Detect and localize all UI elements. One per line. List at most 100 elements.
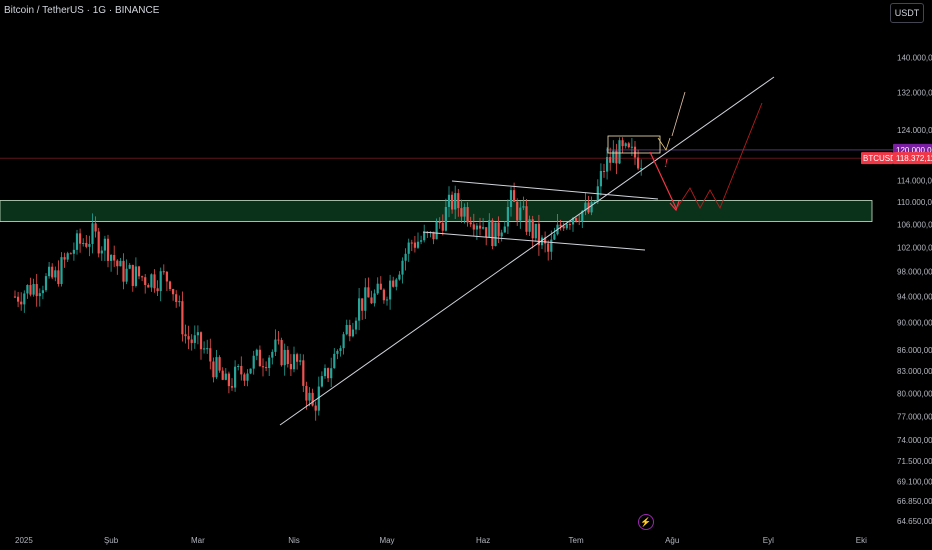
candle-body [475, 225, 478, 230]
candle-body [376, 283, 379, 294]
candle-body [339, 348, 342, 351]
candle-body [227, 373, 230, 387]
candle-body [116, 260, 119, 267]
candle-body [506, 207, 509, 227]
bullish-projection [671, 91, 686, 137]
candle-body [100, 250, 103, 254]
candle-body [230, 386, 234, 388]
candle-body [389, 280, 392, 300]
candle-body [562, 226, 565, 229]
candle-body [305, 385, 308, 401]
candle-body [323, 368, 327, 377]
y-tick-label: 140.000,00 [897, 53, 932, 62]
candle-body [196, 332, 199, 336]
candle-body [451, 194, 454, 210]
candle-body [94, 223, 97, 232]
candle-body [178, 301, 181, 303]
candle-body [302, 360, 305, 386]
bearish-arrow-line [649, 151, 677, 209]
candle-body [165, 271, 168, 282]
support-zone [0, 200, 873, 222]
candle-body [274, 339, 277, 352]
candle-body [141, 276, 144, 278]
candle-body [20, 301, 23, 305]
y-tick-label: 132.000,00 [897, 89, 932, 98]
candle-body [308, 392, 311, 401]
candle-body [509, 190, 513, 208]
candle-body [612, 150, 615, 163]
bearish-arrow-head [669, 200, 680, 212]
symbol-label: BTCUSDT [863, 154, 901, 163]
candle-body [624, 143, 627, 147]
candle-body [528, 219, 531, 232]
candle-body [395, 279, 398, 287]
candle-body [640, 168, 643, 170]
candle-body [494, 222, 497, 247]
y-tick-label: 64.650,00 [897, 517, 932, 526]
candle-body [243, 374, 246, 381]
candle-body [627, 143, 630, 148]
candle-body [271, 351, 274, 358]
y-tick-label: 77.000,00 [897, 412, 932, 421]
candle-body [364, 287, 367, 311]
candle-body [85, 242, 88, 247]
candle-body [72, 249, 75, 254]
y-tick-label: 66.850,00 [897, 497, 932, 506]
candle-body [413, 242, 416, 248]
bolt-icon[interactable]: ⚡ [638, 514, 654, 530]
candle-body [122, 260, 125, 282]
candle-body [609, 157, 612, 163]
y-tick-label: 94.000,00 [897, 293, 932, 302]
candle-body [361, 298, 364, 311]
candle-body [333, 353, 336, 369]
candle-body [392, 280, 395, 287]
candle-body [435, 221, 438, 240]
candle-body [581, 210, 584, 222]
candle-body [26, 285, 29, 294]
y-tick-label: 74.000,00 [897, 436, 932, 445]
candle-body [488, 220, 491, 238]
candle-body [35, 284, 38, 297]
candle-body [531, 219, 534, 239]
candle-body [416, 241, 420, 248]
candle-body [175, 294, 178, 302]
candle-body [137, 266, 141, 277]
currency-button[interactable]: USDT [890, 3, 924, 23]
candle-body [57, 270, 60, 284]
candle-body [379, 283, 382, 290]
chart-title: Bitcoin / TetherUS · 1G · BINANCE [4, 5, 160, 16]
candle-body [547, 243, 550, 252]
candle-body [401, 260, 404, 275]
y-tick-label: 71.500,00 [897, 457, 932, 466]
y-tick-label: 80.000,00 [897, 389, 932, 398]
candle-body [358, 298, 361, 321]
candle-body [382, 289, 385, 301]
candle-body [75, 233, 79, 250]
candle-body [48, 266, 51, 277]
warning-annotation: ! [664, 157, 668, 170]
candle-body [460, 208, 463, 217]
candle-body [184, 334, 187, 337]
candle-body [513, 190, 516, 202]
candle-body [320, 376, 323, 387]
candle-body [559, 224, 562, 227]
candle-body [199, 332, 203, 350]
candle-body [550, 239, 553, 252]
candle-body [410, 242, 413, 244]
channel-lower-line [422, 231, 646, 251]
candle-body [454, 193, 457, 210]
candle-body [60, 257, 63, 284]
x-tick-label: Şub [104, 536, 119, 545]
x-tick-label: Haz [476, 536, 490, 545]
candle-body [345, 324, 348, 335]
range-zigzag [657, 137, 671, 151]
candle-body [482, 227, 485, 229]
candle-body [478, 225, 482, 229]
candle-body [91, 223, 94, 244]
candle-body [491, 220, 494, 247]
candle-body [147, 284, 150, 288]
y-tick-label: 102.000,00 [897, 243, 932, 252]
candle-body [463, 207, 466, 217]
candle-body [249, 368, 252, 374]
